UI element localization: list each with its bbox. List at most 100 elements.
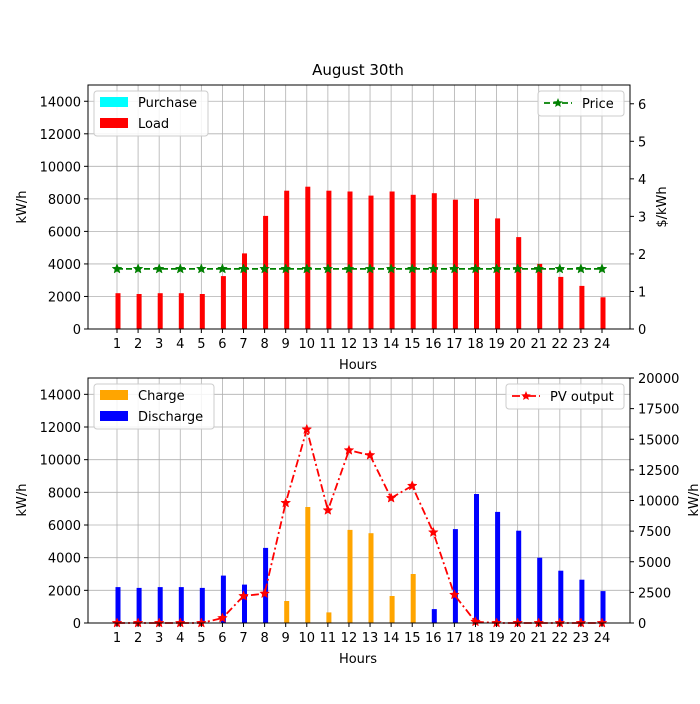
top-line-point xyxy=(132,263,144,274)
top-x-tick-label: 2 xyxy=(134,337,142,352)
bottom-y-tick-label: 4000 xyxy=(48,552,81,567)
top-y-tick-label-right: 2 xyxy=(638,248,646,263)
bottom-bar-discharge xyxy=(452,529,458,623)
top-line-point xyxy=(195,263,207,274)
top-legend-swatch xyxy=(100,97,128,107)
bottom-bar-discharge xyxy=(220,575,226,623)
bottom-x-tick-label: 22 xyxy=(552,631,569,646)
bottom-x-tick-label: 12 xyxy=(341,631,358,646)
top-line-point xyxy=(385,263,397,274)
bottom-x-tick-label: 24 xyxy=(594,631,611,646)
bottom-line-point xyxy=(238,590,249,601)
bottom-legend-label: Discharge xyxy=(138,410,203,425)
bottom-line-point xyxy=(364,449,376,460)
top-line-point xyxy=(153,263,165,274)
bottom-x-tick-label: 17 xyxy=(446,631,463,646)
top-line-point xyxy=(364,263,376,274)
top-bar-load xyxy=(452,199,458,329)
bottom-bar-discharge xyxy=(115,587,121,623)
top-bar-load xyxy=(389,191,395,329)
bottom-y-tick-label-right: 10000 xyxy=(638,495,679,510)
top-line-point xyxy=(280,263,292,274)
top-bar-load xyxy=(600,297,606,329)
top-x-tick-label: 23 xyxy=(573,337,590,352)
top-line-point xyxy=(596,263,608,274)
top-legend-right-box xyxy=(537,90,625,117)
bottom-y-tick-label: 6000 xyxy=(48,519,81,534)
top-x-tick-label: 4 xyxy=(176,337,184,352)
top-line-point xyxy=(259,263,271,274)
bottom-x-tick-label: 5 xyxy=(197,631,205,646)
top-bars xyxy=(115,186,606,329)
top-y-tick-label-right: 4 xyxy=(638,173,646,188)
bottom-x-axis-label: Hours xyxy=(339,652,377,667)
bottom-x-tick-label: 21 xyxy=(530,631,547,646)
top-y-tick-label: 14000 xyxy=(40,95,81,110)
bottom-x-tick-label: 6 xyxy=(218,631,226,646)
top-bar-load xyxy=(558,276,564,329)
bottom-x-tick-label: 4 xyxy=(176,631,184,646)
top-bar-load xyxy=(495,218,501,329)
bottom-legend-right-box xyxy=(505,383,625,410)
top-bar-load xyxy=(305,186,311,329)
top-legend-label: Price xyxy=(582,97,614,112)
bottom-bar-discharge xyxy=(136,587,142,623)
top-bar-load xyxy=(431,193,437,329)
top-y-tick-label: 4000 xyxy=(48,258,81,273)
bottom-bar-charge xyxy=(326,612,332,623)
top-bar-load xyxy=(263,215,269,329)
top-y-tick-label: 8000 xyxy=(48,193,81,208)
top-x-tick-label: 1 xyxy=(113,337,121,352)
bottom-y-tick-label-right: 7500 xyxy=(638,525,671,540)
top-legend-label: Load xyxy=(138,117,169,132)
top-y-tick-label: 6000 xyxy=(48,225,81,240)
top-line-point xyxy=(470,263,481,274)
top-chart: 1 2 3 4 5 6 7 8 9 10 11 12 13 14 15 16 17 18 19 20 21 22 23 240… xyxy=(40,84,646,352)
top-x-tick-label: 17 xyxy=(446,337,463,352)
top-line-point xyxy=(554,263,566,274)
top-y-tick-label-right: 3 xyxy=(638,210,646,225)
top-bar-load xyxy=(537,263,543,329)
bottom-bar-charge xyxy=(389,596,395,623)
top-line-point xyxy=(491,263,502,274)
top-line-point xyxy=(343,263,355,274)
top-bar-load xyxy=(516,237,522,329)
top-line-point xyxy=(238,263,249,274)
top-axes-frame xyxy=(87,84,631,330)
bottom-x-tick-label: 16 xyxy=(425,631,442,646)
top-x-axis-label: Hours xyxy=(339,358,377,373)
top-x-tick-label: 22 xyxy=(552,337,569,352)
top-legend-swatch xyxy=(100,118,128,128)
top-x-tick-label: 20 xyxy=(509,337,526,352)
bottom-x-tick-label: 13 xyxy=(362,631,379,646)
top-x-tick-label: 8 xyxy=(260,337,268,352)
bottom-y-tick-label-right: 0 xyxy=(638,617,646,632)
bottom-x-tick-label: 20 xyxy=(509,631,526,646)
top-x-tick-label: 6 xyxy=(218,337,226,352)
bottom-x-tick-label: 7 xyxy=(239,631,247,646)
bottom-y-tick-label: 10000 xyxy=(40,454,81,469)
top-line-point xyxy=(575,263,587,274)
top-x-tick-label: 13 xyxy=(362,337,379,352)
top-x-tick-label: 18 xyxy=(467,337,484,352)
bottom-bar-discharge xyxy=(495,511,501,623)
bottom-line-point xyxy=(406,480,418,491)
bottom-y-tick-label: 8000 xyxy=(48,486,81,501)
top-legend-label: Purchase xyxy=(138,96,197,111)
bottom-line-point xyxy=(385,492,397,503)
bottom-x-tick-label: 9 xyxy=(282,631,290,646)
top-x-tick-label: 7 xyxy=(239,337,247,352)
bottom-bar-charge xyxy=(410,574,416,623)
bottom-legend-label: Charge xyxy=(138,389,185,404)
bottom-line-point xyxy=(301,423,313,435)
bottom-chart: 1 2 3 4 5 6 7 8 9 10 11 12 13 14 15 16 17 18 19 20 21 22 23 240… xyxy=(40,372,680,646)
top-y-tick-label-right: 1 xyxy=(638,285,646,300)
bottom-bar-discharge xyxy=(558,570,564,623)
bottom-legend-left: Charge Discharge xyxy=(93,383,215,430)
top-y-tick-label: 10000 xyxy=(40,160,81,175)
top-legend-right: Price xyxy=(537,90,625,117)
top-y-tick-label: 2000 xyxy=(48,290,81,305)
bottom-y-axis-label-right: kW/h xyxy=(687,483,700,516)
top-x-tick-label: 3 xyxy=(155,337,163,352)
